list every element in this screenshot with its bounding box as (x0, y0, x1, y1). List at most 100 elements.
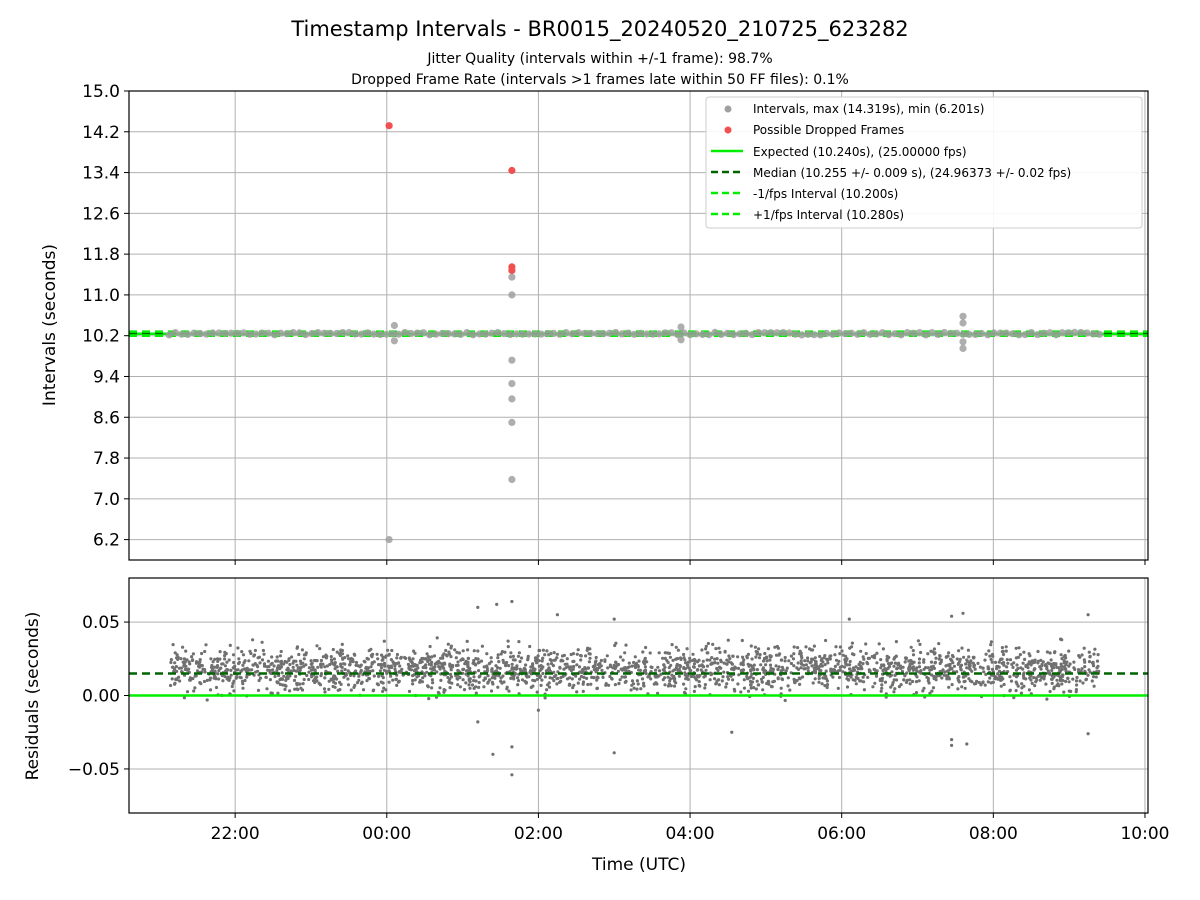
residual-point (987, 649, 991, 653)
residual-point (572, 659, 576, 664)
residual-point (299, 666, 303, 670)
residual-point (298, 659, 303, 663)
residual-point (709, 662, 713, 666)
residual-point (291, 665, 295, 670)
residual-point (393, 667, 397, 671)
residual-point (447, 652, 452, 656)
residual-point (969, 659, 973, 663)
interval-point (382, 330, 390, 338)
residual-point (488, 678, 492, 682)
residual-point (506, 645, 510, 649)
residual-point (1049, 658, 1053, 662)
residual-point (872, 667, 876, 672)
residual-point (661, 678, 665, 682)
top-y-tick-label: 11.0 (82, 286, 120, 306)
residual-point (761, 675, 765, 680)
top-y-tick-label: 11.8 (82, 245, 120, 265)
residual-point (613, 667, 617, 671)
residual-point (1086, 673, 1090, 677)
residual-point (736, 682, 740, 686)
residual-point (473, 662, 477, 666)
residual-point (426, 655, 430, 659)
residual-point (260, 640, 264, 644)
residual-point (315, 659, 319, 663)
interval-point (754, 329, 763, 337)
residual-point (982, 670, 986, 674)
residual-point (227, 678, 231, 683)
residual-point (644, 671, 648, 676)
residual-point (947, 685, 951, 689)
residual-point (777, 665, 781, 669)
residual-point (856, 666, 860, 671)
residual-point (309, 668, 313, 672)
residual-point (513, 658, 517, 662)
interval-point (922, 331, 930, 339)
residual-point (382, 668, 386, 672)
residual-point (749, 686, 753, 690)
residual-point (1067, 680, 1071, 684)
residual-point (539, 683, 543, 688)
residual-point (416, 666, 420, 670)
residual-point (1060, 667, 1064, 672)
residual-point (997, 660, 1001, 664)
residual-point (880, 676, 885, 681)
residual-point (922, 658, 926, 662)
interval-point (736, 330, 744, 338)
residual-point (275, 669, 279, 673)
interval-point (835, 329, 843, 337)
interval-point (215, 329, 223, 337)
residual-point (413, 664, 417, 668)
residual-point (541, 665, 545, 669)
residual-point (439, 656, 443, 660)
residual-point (476, 649, 480, 653)
residual-point (315, 644, 319, 648)
residual-point (639, 687, 643, 691)
residual-point (965, 742, 969, 746)
residual-point (740, 638, 744, 643)
residual-point (527, 675, 531, 679)
residual-point (491, 752, 495, 756)
residual-point (517, 640, 521, 644)
residual-point (909, 659, 914, 664)
interval-point (388, 330, 397, 338)
residual-point (298, 668, 302, 673)
residual-point (576, 648, 580, 652)
residual-point (797, 676, 801, 680)
residual-point (641, 650, 645, 654)
residual-point (1065, 660, 1069, 664)
residual-point (194, 661, 199, 665)
residual-point (715, 657, 719, 661)
residual-point (696, 668, 700, 672)
interval-point (444, 330, 452, 338)
residual-point (751, 676, 756, 681)
residual-point (371, 689, 375, 693)
interval-point (289, 329, 297, 337)
legend-label-minus-fps: -1/fps Interval (10.200s) (753, 187, 898, 201)
residual-point (1008, 688, 1012, 692)
residual-point (643, 665, 648, 669)
residual-point (258, 676, 263, 680)
residual-point (809, 660, 813, 664)
residual-point (262, 662, 267, 666)
residual-point (325, 664, 329, 668)
residual-point (648, 651, 652, 655)
residual-point (755, 650, 760, 655)
residual-point (783, 659, 787, 663)
residual-point (768, 663, 773, 667)
residual-point (705, 664, 710, 668)
residual-point (174, 665, 178, 669)
residual-point (692, 665, 696, 669)
residual-point (989, 643, 993, 647)
residual-point (536, 654, 540, 658)
residual-point (697, 683, 701, 688)
residual-point (397, 661, 401, 665)
residual-point (718, 650, 722, 655)
interval-point (240, 329, 248, 337)
residual-point (1081, 681, 1085, 685)
residual-point (583, 666, 587, 670)
residual-point (203, 668, 207, 672)
residual-point (435, 660, 439, 665)
residual-point (499, 652, 503, 656)
top-y-tick-label: 7.0 (93, 490, 120, 510)
residual-point (765, 659, 769, 663)
